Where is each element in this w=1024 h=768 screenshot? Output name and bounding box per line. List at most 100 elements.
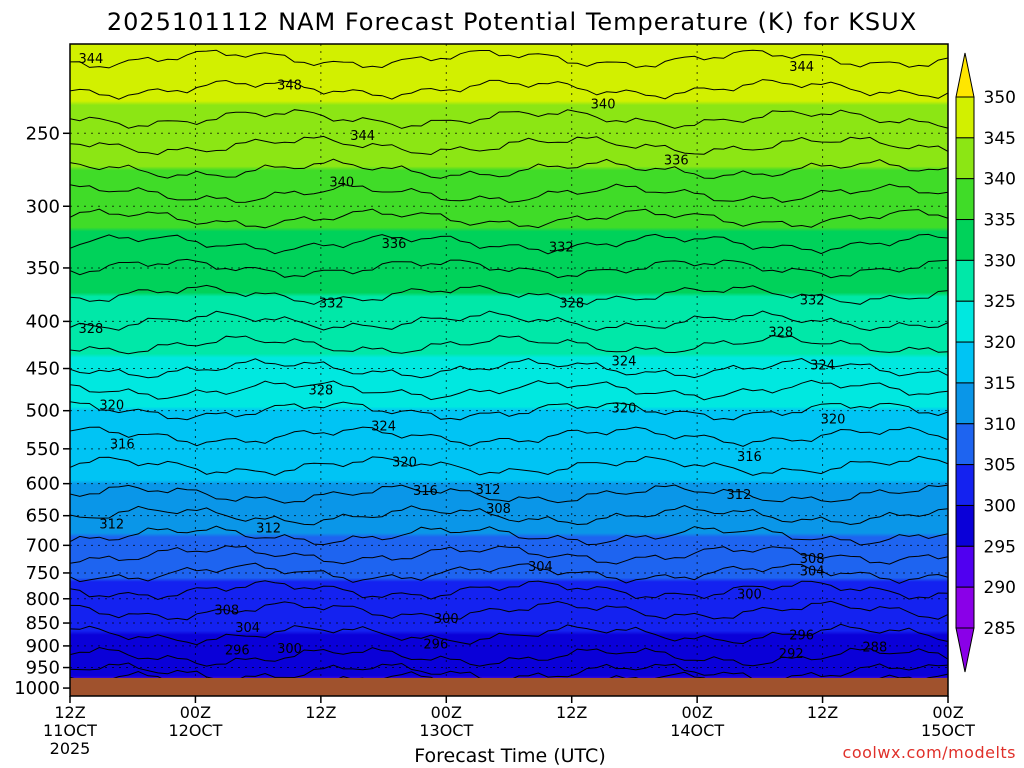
chart-title: 2025101112 NAM Forecast Potential Temper… xyxy=(107,8,917,36)
colorbar-swatch xyxy=(955,219,975,261)
colorbar-label: 305 xyxy=(984,456,1016,476)
y-tick-label: 850 xyxy=(26,613,60,634)
contour-line-344 xyxy=(70,109,948,129)
contour-line-324 xyxy=(70,357,948,379)
colorbar-label: 335 xyxy=(984,211,1016,231)
y-tick-label: 800 xyxy=(26,589,60,610)
plot-frame xyxy=(69,43,949,697)
colorbar-swatch xyxy=(955,586,975,629)
y-tick-label: 600 xyxy=(26,474,60,495)
y-tick-label: 650 xyxy=(26,506,60,527)
contour-label: 320 xyxy=(821,413,846,428)
contour-label: 340 xyxy=(591,98,616,113)
contour-line-314 xyxy=(70,484,948,504)
contour-line-348 xyxy=(70,49,948,69)
contour-label: 320 xyxy=(99,398,124,413)
x-tick-label: 15OCT xyxy=(921,721,975,740)
contour-label: 308 xyxy=(486,502,511,517)
colorbar-label: 330 xyxy=(984,251,1016,271)
contour-label: 316 xyxy=(413,484,438,499)
contour-line-342 xyxy=(70,135,948,156)
contour-line-306 xyxy=(70,562,948,584)
contour-label: 304 xyxy=(800,564,825,579)
colorbar-label: 325 xyxy=(984,292,1016,312)
credit-link[interactable]: coolwx.com/modelts xyxy=(843,743,1016,762)
colorbar-swatch xyxy=(955,178,975,221)
contour-label: 312 xyxy=(727,488,752,503)
x-tick-label: 12Z xyxy=(305,703,336,722)
contour-line-318 xyxy=(70,426,948,447)
contour-label: 328 xyxy=(559,297,584,312)
y-tick-label: 900 xyxy=(26,636,60,657)
contour-label: 296 xyxy=(789,629,814,644)
y-tick-label: 950 xyxy=(26,658,60,679)
colorbar-swatch xyxy=(955,423,975,466)
contour-line-302 xyxy=(70,600,948,621)
colorbar-swatch xyxy=(955,300,975,343)
contour-label: 336 xyxy=(664,154,689,169)
colorbar-label: 310 xyxy=(984,415,1016,435)
colorbar-swatch xyxy=(955,137,975,180)
contour-line-330 xyxy=(70,284,948,305)
contour-label: 304 xyxy=(528,560,553,575)
contour-label: 328 xyxy=(768,326,793,341)
colorbar-swatch xyxy=(955,259,975,302)
x-tick-label: 00Z xyxy=(180,703,211,722)
contour-label: 304 xyxy=(235,621,260,636)
x-tick-label: 12Z xyxy=(54,703,85,722)
x-tick-label: 11OCT xyxy=(43,721,97,740)
plot-area: 344 348 344 340 344 336 340 336 332 332 328 332 328 3… xyxy=(70,44,948,696)
contour-line-336 xyxy=(70,208,948,229)
contour-label: 332 xyxy=(549,241,574,256)
colorbar-label: 345 xyxy=(984,129,1016,149)
x-tick-label: 14OCT xyxy=(670,721,724,740)
contour-label: 300 xyxy=(277,642,302,657)
contour-line-346 xyxy=(70,79,948,100)
contour-label: 316 xyxy=(737,450,762,465)
colorbar-swatch xyxy=(955,545,975,588)
x-axis-label: Forecast Time (UTC) xyxy=(414,745,605,767)
contour-label: 344 xyxy=(789,60,814,75)
contour-label: 328 xyxy=(78,322,103,337)
contour-label: 348 xyxy=(277,78,302,93)
colorbar-label: 290 xyxy=(984,578,1016,598)
contour-label: 332 xyxy=(319,297,344,312)
contour-line-320 xyxy=(70,401,948,421)
contour-label: 300 xyxy=(737,587,762,602)
x-tick-label: 00Z xyxy=(932,703,963,722)
colorbar-swatch xyxy=(955,504,975,547)
contour-label: 340 xyxy=(329,175,354,190)
y-tick-label: 350 xyxy=(26,258,60,279)
contour-lines xyxy=(70,49,948,693)
x-tick-label: 00Z xyxy=(681,703,712,722)
colorbar-label: 300 xyxy=(984,496,1016,516)
contour-line-338 xyxy=(70,183,948,203)
y-tick-label: 500 xyxy=(26,401,60,422)
y-tick-label: 300 xyxy=(26,196,60,217)
contour-label: 312 xyxy=(99,517,124,532)
contour-label: 300 xyxy=(434,612,459,627)
contour-label: 312 xyxy=(256,522,281,537)
contour-line-304 xyxy=(70,580,948,601)
y-tick-label: 450 xyxy=(26,359,60,380)
y-tick-label: 550 xyxy=(26,439,60,460)
y-tick-label: 400 xyxy=(26,311,60,332)
colorbar-extend-high xyxy=(955,52,975,98)
contour-label: 332 xyxy=(800,293,825,308)
contour-label: 308 xyxy=(800,552,825,567)
contour-label: 320 xyxy=(612,402,637,417)
contour-label: 292 xyxy=(779,647,804,662)
x-tick-label: 12Z xyxy=(556,703,587,722)
contour-label: 296 xyxy=(225,644,250,659)
contour-line-328 xyxy=(70,310,948,332)
contour-line-310 xyxy=(70,525,948,546)
contour-line-332 xyxy=(70,258,948,279)
contour-label: 328 xyxy=(308,384,333,399)
y-tick-label: 250 xyxy=(26,123,60,144)
contour-label: 324 xyxy=(810,358,835,373)
contour-line-298 xyxy=(70,646,948,667)
contour-label: 288 xyxy=(862,641,887,656)
colorbar: 350 345 340 335 330 325 320 315 310 305 300 295 290 2… xyxy=(955,52,1016,673)
contour-line-322 xyxy=(70,379,948,401)
colorbar-swatch xyxy=(955,464,975,506)
